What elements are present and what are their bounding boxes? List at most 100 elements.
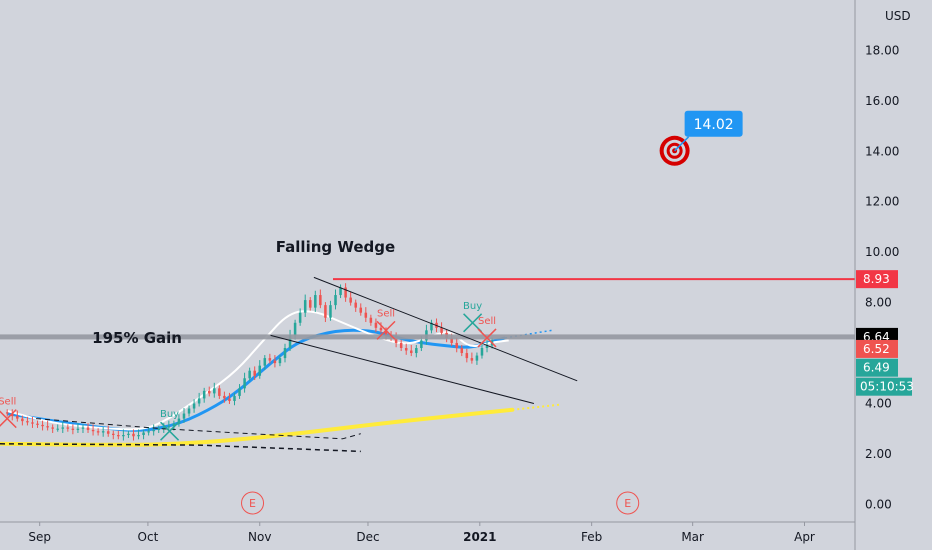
annotation-text: 195% Gain	[92, 329, 182, 347]
candle-body	[475, 355, 479, 361]
candle-body	[334, 295, 337, 306]
candle-body	[288, 335, 292, 348]
earnings-circle	[616, 491, 640, 515]
target-price-label: 14.02	[684, 110, 743, 137]
y-tick-label: 4.00	[865, 396, 892, 410]
candle-body	[172, 423, 176, 427]
sell-signal: Sell	[376, 308, 396, 340]
candle-body	[71, 428, 75, 430]
candle-body	[410, 350, 413, 354]
candle-body	[349, 297, 352, 303]
x-tick-label: Feb	[581, 530, 602, 544]
x-tick-label: Oct	[138, 530, 159, 544]
candle-body	[238, 388, 241, 396]
candle-body	[303, 300, 307, 313]
candle-body	[379, 327, 383, 331]
candle-body	[36, 423, 39, 425]
candle-body	[91, 429, 95, 432]
candle-body	[223, 395, 226, 399]
signal-cross	[376, 320, 396, 340]
candle-body	[263, 358, 267, 366]
candle-body	[450, 337, 453, 343]
candle-body	[142, 432, 145, 435]
earnings-marker[interactable]: E	[616, 491, 640, 515]
candle-body	[470, 358, 474, 361]
x-tick-label: Apr	[794, 530, 815, 544]
candle-body	[354, 302, 357, 308]
candle-body	[415, 348, 418, 354]
y-tick-label: 12.00	[865, 195, 899, 209]
earnings-label: E	[249, 497, 256, 510]
candle-body	[152, 429, 155, 432]
candle-body	[101, 431, 105, 433]
signal-label: Sell	[0, 397, 16, 408]
candle-body	[46, 426, 49, 428]
candle-body	[319, 295, 322, 306]
candle-body	[162, 427, 166, 429]
candle-body	[308, 300, 312, 308]
candle-body	[293, 322, 297, 336]
candle-body	[359, 307, 363, 313]
target-pointer	[674, 136, 690, 152]
candle-body	[268, 358, 272, 361]
sell-signal: Sell	[477, 316, 497, 348]
signal-label: Buy	[463, 301, 482, 312]
candle-body	[329, 305, 332, 318]
candle-body	[51, 427, 54, 429]
wedge-lower-line	[270, 334, 535, 404]
candle-body	[258, 365, 262, 376]
y-tick-label: 0.00	[865, 497, 892, 511]
candle-body	[202, 390, 206, 399]
x-tick-label: Sep	[28, 530, 51, 544]
y-tick-label: 14.00	[865, 144, 899, 158]
candle-body	[26, 421, 29, 423]
current-price-text: 6.49	[863, 361, 890, 375]
candle-body	[177, 418, 181, 424]
candle-body	[339, 287, 342, 296]
annotation-text: Falling Wedge	[276, 238, 395, 256]
target-icon[interactable]	[659, 135, 690, 166]
signal-cross	[160, 421, 180, 441]
candle-body	[440, 327, 443, 333]
y-tick-label: 10.00	[865, 245, 899, 259]
signal-label: Sell	[478, 316, 496, 327]
candle-body	[394, 337, 398, 343]
countdown-text: 05:10:53	[860, 380, 914, 394]
candle-body	[56, 428, 59, 430]
current-price-text: 6.52	[863, 342, 890, 356]
candle-body	[420, 340, 423, 348]
candle-body	[243, 378, 246, 389]
candle-body	[374, 322, 378, 328]
candle-body	[61, 427, 65, 429]
y-tick-label: 18.00	[865, 43, 899, 57]
signal-label: Sell	[377, 308, 395, 319]
level-price-label: 8.93	[856, 270, 898, 289]
candle-body	[11, 413, 14, 417]
candle-body	[460, 348, 464, 354]
candle-body	[96, 431, 100, 433]
candle-body	[106, 431, 110, 434]
candle-body	[465, 353, 469, 359]
wedge-upper-line	[313, 276, 578, 382]
candle-body	[86, 427, 90, 430]
candle-body	[197, 398, 201, 404]
candle-body	[167, 426, 171, 428]
currency-label: USD	[885, 9, 911, 23]
candle-body	[480, 348, 484, 356]
candle-body	[455, 342, 458, 348]
candle-body	[16, 416, 19, 419]
signal-cross	[463, 313, 483, 333]
candle-body	[369, 317, 373, 323]
x-tick-label: Nov	[248, 530, 271, 544]
horizontal-level-line	[0, 334, 855, 340]
candle-body	[127, 433, 130, 435]
candle-body	[147, 431, 150, 433]
earnings-marker[interactable]: E	[241, 491, 265, 515]
candle-body	[253, 370, 256, 376]
earnings-label: E	[624, 497, 631, 510]
current-price-box	[856, 358, 898, 377]
candle-body	[122, 435, 125, 437]
sell-signal: Sell	[0, 397, 17, 429]
candle-body	[21, 418, 24, 422]
